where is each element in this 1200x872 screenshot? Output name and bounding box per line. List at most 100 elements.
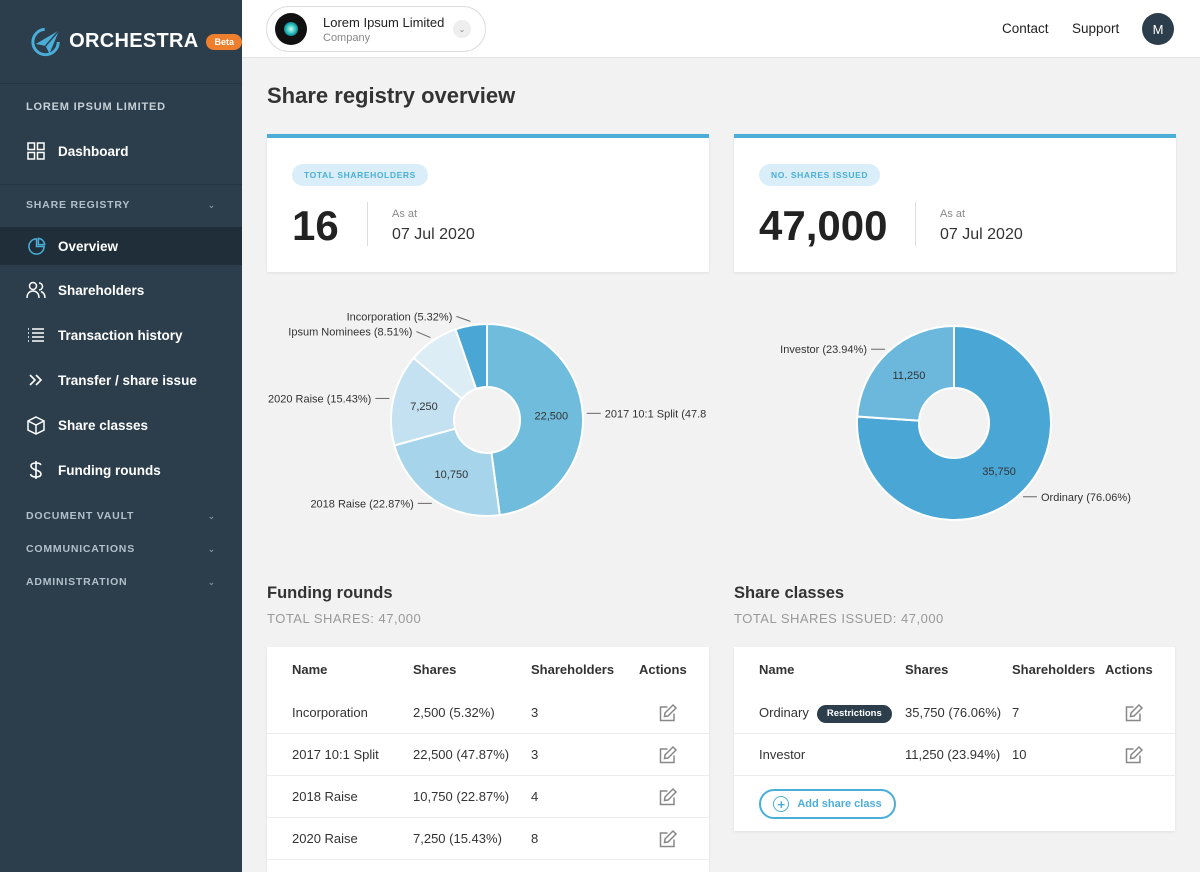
slice-value-label: 10,750 bbox=[435, 469, 469, 481]
chevron-down-icon: ⌄ bbox=[207, 576, 216, 587]
edit-icon[interactable] bbox=[658, 829, 678, 849]
slice-value-label: 35,750 bbox=[982, 466, 1016, 478]
avatar[interactable]: M bbox=[1142, 13, 1174, 45]
label-leader-line bbox=[416, 331, 431, 339]
company-name: Lorem Ipsum Limited bbox=[323, 14, 445, 30]
paper-plane-logo-icon bbox=[31, 27, 60, 56]
slice-category-label: Ordinary (76.06%) bbox=[1041, 492, 1131, 504]
table-header: Name Shares Shareholders Actions bbox=[759, 662, 1153, 677]
page-title: Share registry overview bbox=[267, 83, 516, 108]
funding-rounds-subtitle: TOTAL SHARES: 47,000 bbox=[267, 611, 422, 626]
sidebar-item-shareholders[interactable]: Shareholders bbox=[0, 268, 242, 312]
cube-icon bbox=[26, 415, 46, 435]
stat-label: NO. SHARES ISSUED bbox=[759, 164, 881, 186]
row-name: Incorporation bbox=[292, 705, 368, 720]
sidebar-item-dashboard[interactable]: Dashboard bbox=[0, 128, 242, 174]
edit-icon[interactable] bbox=[1124, 745, 1144, 765]
add-share-class-button[interactable]: + Add share class bbox=[759, 789, 896, 819]
row-name: 2017 10:1 Split bbox=[292, 747, 379, 762]
pie-slice[interactable] bbox=[454, 322, 488, 391]
row-name: Investor bbox=[759, 747, 806, 762]
sidebar-item-transfer[interactable]: Transfer / share issue bbox=[0, 358, 242, 402]
brand[interactable]: ORCHESTRA Beta bbox=[0, 0, 242, 84]
row-shareholders: 4 bbox=[531, 789, 539, 804]
row-shares: 10,750 (22.87%) bbox=[413, 789, 510, 804]
slice-value-label: 11,250 bbox=[893, 370, 926, 382]
row-shares: 11,250 (23.94%) bbox=[905, 747, 1001, 762]
edit-icon[interactable] bbox=[1124, 703, 1144, 723]
pie-chart-icon bbox=[26, 236, 46, 256]
row-shareholders: 8 bbox=[531, 831, 539, 846]
slice-value-label: 7,250 bbox=[410, 401, 438, 413]
row-shares: 7,250 (15.43%) bbox=[413, 831, 502, 846]
beta-badge: Beta bbox=[206, 33, 242, 50]
chevron-down-icon: ⌄ bbox=[207, 543, 216, 554]
org-label: LOREM IPSUM LIMITED bbox=[26, 101, 166, 113]
edit-icon[interactable] bbox=[658, 703, 678, 723]
section-administration[interactable]: ADMINISTRATION ⌄ bbox=[26, 576, 216, 588]
row-name: 2018 Raise bbox=[292, 789, 358, 804]
row-name: 2020 Raise bbox=[292, 831, 358, 846]
slice-category-label: Investor (23.94%) bbox=[780, 344, 867, 356]
company-type: Company bbox=[323, 31, 371, 44]
table-row: 2018 Raise 10,750 (22.87%) 4 bbox=[267, 776, 709, 818]
row-shares: 35,750 (76.06%) bbox=[905, 705, 1002, 720]
sidebar-item-label: Dashboard bbox=[58, 143, 129, 159]
sidebar-item-funding-rounds[interactable]: Funding rounds bbox=[0, 448, 242, 492]
funding-rounds-title: Funding rounds bbox=[267, 584, 393, 602]
share-classes-title: Share classes bbox=[734, 584, 845, 602]
stat-value: 47,000 bbox=[759, 202, 888, 249]
restrictions-badge: Restrictions bbox=[816, 704, 892, 723]
double-chevron-right-icon bbox=[26, 370, 46, 390]
sidebar-item-overview[interactable]: Overview bbox=[0, 227, 242, 265]
slice-category-label: 2017 10:1 Split (47.8 bbox=[605, 408, 707, 420]
users-icon bbox=[26, 280, 46, 300]
section-communications[interactable]: COMMUNICATIONS ⌄ bbox=[26, 543, 216, 555]
contact-link[interactable]: Contact bbox=[1002, 21, 1049, 36]
topbar: Lorem Ipsum Limited Company ⌄ Contact Su… bbox=[242, 0, 1200, 58]
stat-asat-label: As at bbox=[940, 208, 966, 220]
share-classes-donut-chart: 35,750 Ordinary (76.06%) 11,250 Investor (2… bbox=[780, 324, 1131, 521]
stat-card-shareholders: TOTAL SHAREHOLDERS 16 As at 07 Jul 2020 bbox=[267, 134, 709, 272]
slice-category-label: 2020 Raise (15.43%) bbox=[268, 393, 371, 405]
table-row: 2017 10:1 Split 22,500 (47.87%) 3 bbox=[267, 734, 709, 776]
edit-icon[interactable] bbox=[658, 745, 678, 765]
slice-category-label: Incorporation (5.32%) bbox=[347, 311, 453, 323]
table-row: Ordinary Restrictions 35,750 (76.06%) 7 bbox=[734, 692, 1175, 734]
pie-slice[interactable] bbox=[393, 427, 501, 517]
funding-rounds-table: Name Shares Shareholders Actions Incorpo… bbox=[267, 647, 709, 872]
row-name: Ordinary bbox=[759, 705, 809, 720]
chevron-down-icon: ⌄ bbox=[207, 510, 216, 521]
stat-card-shares: NO. SHARES ISSUED 47,000 As at 07 Jul 20… bbox=[734, 134, 1176, 272]
row-shares: 2,500 (5.32%) bbox=[413, 705, 495, 720]
sidebar-item-share-classes[interactable]: Share classes bbox=[0, 403, 242, 447]
edit-icon[interactable] bbox=[658, 787, 678, 807]
row-shareholders: 7 bbox=[1012, 705, 1020, 720]
pie-slice[interactable] bbox=[390, 356, 464, 447]
pie-slice[interactable] bbox=[856, 324, 1052, 521]
stat-asat-label: As at bbox=[392, 208, 418, 220]
share-classes-table: Name Shares Shareholders Actions Ordinar… bbox=[734, 647, 1175, 831]
slice-category-label: 2018 Raise (22.87%) bbox=[310, 498, 413, 510]
company-switcher[interactable]: Lorem Ipsum Limited Company ⌄ bbox=[266, 6, 486, 52]
slice-value-label: 22,500 bbox=[535, 411, 569, 423]
dollar-icon bbox=[26, 460, 46, 480]
plus-circle-icon: + bbox=[773, 796, 790, 812]
label-leader-line bbox=[456, 315, 471, 322]
stat-date: 07 Jul 2020 bbox=[392, 226, 475, 243]
sidebar: ORCHESTRA Beta LOREM IPSUM LIMITED Dashb… bbox=[0, 0, 242, 872]
table-row: 2020 Raise 7,250 (15.43%) 8 bbox=[267, 818, 709, 860]
section-document-vault[interactable]: DOCUMENT VAULT ⌄ bbox=[26, 510, 216, 522]
share-classes-subtitle: TOTAL SHARES ISSUED: 47,000 bbox=[734, 611, 944, 626]
support-link[interactable]: Support bbox=[1072, 21, 1120, 36]
chevron-down-icon: ⌄ bbox=[207, 199, 216, 210]
chevron-down-icon[interactable]: ⌄ bbox=[453, 20, 471, 38]
row-shares: 22,500 (47.87%) bbox=[413, 747, 510, 762]
table-row: Incorporation 2,500 (5.32%) 3 bbox=[267, 692, 709, 734]
stat-date: 07 Jul 2020 bbox=[940, 226, 1023, 243]
pie-slice[interactable] bbox=[856, 324, 955, 422]
pie-slice[interactable] bbox=[486, 322, 584, 517]
funding-rounds-donut-chart: 22,500 2017 10:1 Split (47.8 10,750 2018 Ra… bbox=[268, 311, 707, 517]
sidebar-item-transaction-history[interactable]: Transaction history bbox=[0, 313, 242, 357]
section-share-registry[interactable]: SHARE REGISTRY ⌄ bbox=[26, 199, 216, 211]
